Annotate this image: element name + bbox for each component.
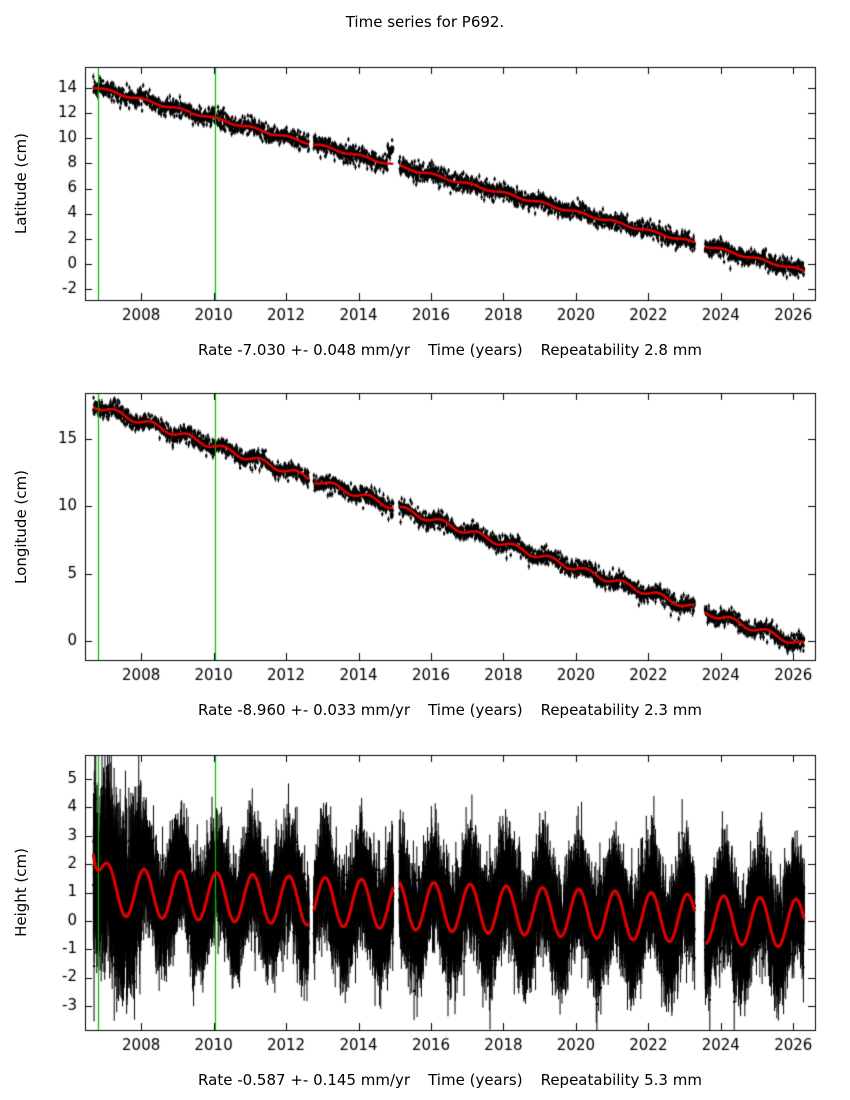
- latitude-footer: Rate -7.030 +- 0.048 mm/yr Time (years) Re…: [85, 341, 815, 359]
- height-panel: Height (cm) Rate -0.587 +- 0.145 mm/yr Ti…: [0, 743, 850, 1100]
- latitude-plot-canvas: [0, 55, 850, 338]
- longitude-ylabel-wrap: Longitude (cm): [8, 393, 34, 660]
- height-footer: Rate -0.587 +- 0.145 mm/yr Time (years) Re…: [85, 1071, 815, 1089]
- longitude-xaxis-title: Time (years): [428, 701, 523, 719]
- latitude-panel: Latitude (cm) Rate -7.030 +- 0.048 mm/yr…: [0, 55, 850, 365]
- height-repeatability-text: Repeatability 5.3 mm: [540, 1071, 702, 1089]
- latitude-xaxis-title: Time (years): [428, 341, 523, 359]
- height-xaxis-title: Time (years): [428, 1071, 523, 1089]
- longitude-rate-text: Rate -8.960 +- 0.033 mm/yr: [198, 701, 411, 719]
- figure-title: Time series for P692.: [345, 13, 505, 31]
- longitude-panel: Longitude (cm) Rate -8.960 +- 0.033 mm/y…: [0, 381, 850, 727]
- longitude-repeatability-text: Repeatability 2.3 mm: [540, 701, 702, 719]
- longitude-axis-label: Longitude (cm): [12, 469, 30, 584]
- latitude-axis-label: Latitude (cm): [12, 132, 30, 235]
- height-plot-canvas: [0, 743, 850, 1068]
- longitude-footer: Rate -8.960 +- 0.033 mm/yr Time (years) Re…: [85, 701, 815, 719]
- latitude-ylabel-wrap: Latitude (cm): [8, 67, 34, 300]
- height-axis-label: Height (cm): [12, 848, 30, 937]
- height-rate-text: Rate -0.587 +- 0.145 mm/yr: [198, 1071, 411, 1089]
- longitude-plot-canvas: [0, 381, 850, 698]
- height-ylabel-wrap: Height (cm): [8, 755, 34, 1030]
- latitude-rate-text: Rate -7.030 +- 0.048 mm/yr: [198, 341, 411, 359]
- latitude-repeatability-text: Repeatability 2.8 mm: [540, 341, 702, 359]
